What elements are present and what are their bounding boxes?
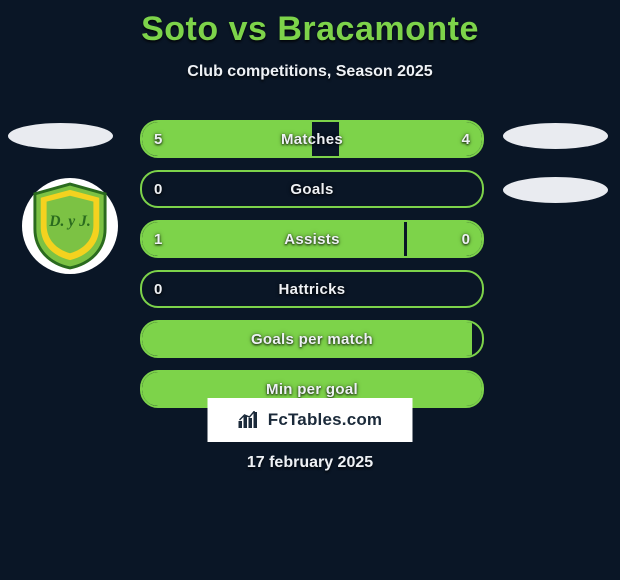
stat-bars: 5 Matches 4 0 Goals 1 Assists 0 0 Hattri… bbox=[140, 120, 480, 420]
stat-fill-right bbox=[339, 122, 482, 156]
club-crest-left: D. y J. bbox=[22, 178, 118, 274]
stat-row-goals: 0 Goals bbox=[140, 170, 484, 208]
bar-chart-icon bbox=[238, 411, 262, 429]
stat-fill-left bbox=[142, 322, 472, 356]
shield-icon: D. y J. bbox=[31, 182, 109, 270]
stat-value-left: 0 bbox=[154, 272, 162, 306]
stat-label: Goals bbox=[142, 172, 482, 206]
player-right-pill bbox=[503, 123, 608, 149]
stat-value-right: 4 bbox=[462, 122, 470, 156]
stat-value-left: 1 bbox=[154, 222, 162, 256]
club-right-pill bbox=[503, 177, 608, 203]
stat-row-hattricks: 0 Hattricks bbox=[140, 270, 484, 308]
crest-text: D. y J. bbox=[48, 213, 91, 230]
stat-value-left: 5 bbox=[154, 122, 162, 156]
page-subtitle: Club competitions, Season 2025 bbox=[0, 63, 620, 81]
comparison-card: Soto vs Bracamonte Club competitions, Se… bbox=[0, 0, 620, 580]
stat-row-goals-per-match: Goals per match bbox=[140, 320, 484, 358]
stat-fill-left bbox=[142, 122, 312, 156]
player-left-pill bbox=[8, 123, 113, 149]
stat-label: Hattricks bbox=[142, 272, 482, 306]
stat-row-matches: 5 Matches 4 bbox=[140, 120, 484, 158]
source-badge-text: FcTables.com bbox=[268, 410, 383, 430]
stat-value-right: 0 bbox=[462, 222, 470, 256]
stat-row-assists: 1 Assists 0 bbox=[140, 220, 484, 258]
source-badge: FcTables.com bbox=[208, 398, 413, 442]
stat-fill-left bbox=[142, 222, 404, 256]
page-title: Soto vs Bracamonte bbox=[0, 0, 620, 49]
stat-fill-right bbox=[407, 222, 482, 256]
date-text: 17 february 2025 bbox=[0, 454, 620, 472]
stat-value-left: 0 bbox=[154, 172, 162, 206]
